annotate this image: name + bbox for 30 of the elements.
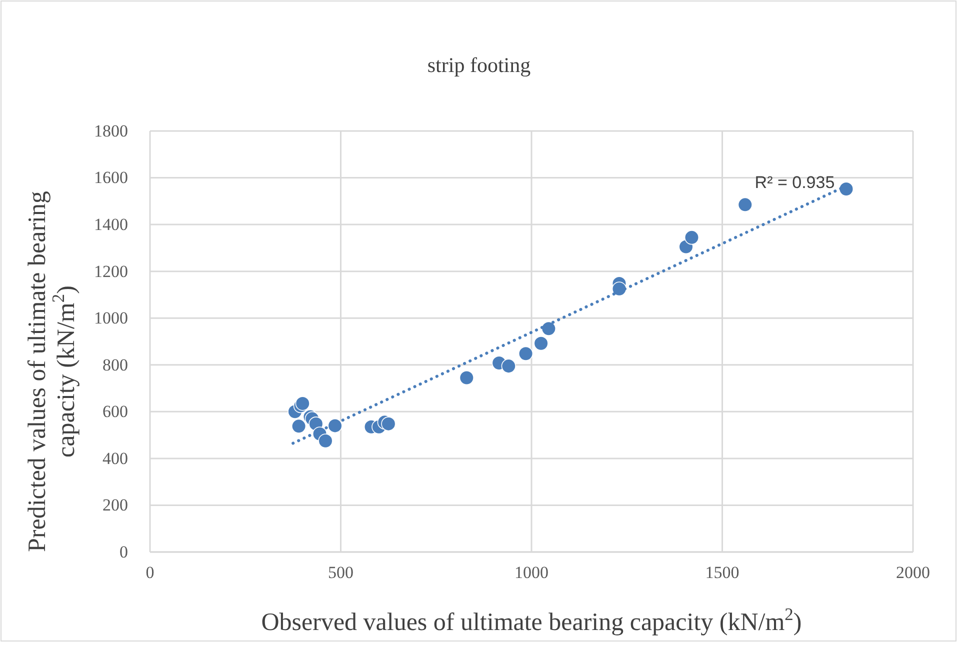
point	[291, 418, 306, 434]
annotation: R² = 0.935	[754, 172, 835, 192]
x-tick-label: 1000	[514, 563, 548, 582]
y-tick-label: 200	[102, 496, 128, 515]
point	[518, 346, 534, 361]
y-tick-label: 600	[102, 402, 128, 422]
x-tick-label: 2000	[896, 563, 930, 582]
point	[381, 416, 396, 432]
y-tick-label: 800	[102, 355, 128, 374]
point	[318, 434, 333, 448]
point	[501, 358, 516, 374]
point	[838, 182, 854, 196]
x-axis-title: Observed values of ultimate bearing capacity (kN/m$^{2}$)	[261, 604, 802, 636]
y-tick-label: 1000	[94, 308, 128, 328]
y-tick-label: 1400	[94, 214, 128, 234]
y-tick-label: 1800	[94, 121, 128, 140]
x-tick-label: 0	[146, 563, 154, 582]
x-tick-label: 1500	[705, 563, 740, 582]
y-tick-label: 1200	[94, 262, 128, 281]
y-tick-label: 0	[120, 542, 128, 562]
point	[459, 370, 474, 386]
chart-title: strip footing	[427, 53, 532, 77]
y-tick-label: 400	[102, 448, 128, 468]
point	[541, 321, 556, 336]
point	[738, 197, 752, 212]
x-tick-label: 500	[328, 563, 354, 582]
point	[534, 336, 548, 351]
point	[328, 418, 342, 433]
y-tick-label: 1600	[94, 168, 128, 188]
point	[684, 230, 700, 245]
